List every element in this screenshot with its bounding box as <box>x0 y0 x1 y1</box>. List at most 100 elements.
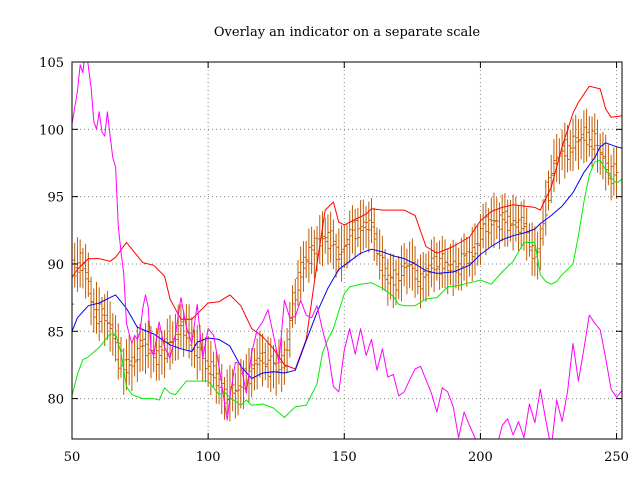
price-bar <box>355 208 360 248</box>
price-bar <box>364 206 369 248</box>
price-bar <box>206 335 211 387</box>
price-bar <box>611 147 616 196</box>
price-bar <box>505 199 510 247</box>
price-bar <box>304 240 309 279</box>
price-bar <box>159 330 164 375</box>
series-line-upper-band <box>72 85 622 370</box>
price-bar <box>478 214 483 266</box>
price-bar <box>551 139 556 192</box>
price-bar <box>279 337 284 393</box>
chart-title: Overlay an indicator on a separate scale <box>214 25 481 40</box>
price-bar <box>402 243 407 287</box>
axis-layer: 50 100 150 200 250 80 85 90 95 100 105 <box>39 56 629 465</box>
price-bar <box>396 255 401 300</box>
price-bar <box>143 323 148 374</box>
price-bar <box>374 227 379 266</box>
price-bar <box>170 321 175 364</box>
price-bar <box>486 208 491 248</box>
price-bar <box>418 254 423 309</box>
price-bar <box>576 119 581 170</box>
price-bar <box>516 204 521 251</box>
price-bar <box>252 348 257 391</box>
price-bar <box>287 301 292 358</box>
price-bar <box>211 351 216 388</box>
price-bar <box>562 122 567 179</box>
price-bar <box>263 342 268 381</box>
price-bar <box>108 301 113 352</box>
price-bar <box>214 352 219 404</box>
price-bar <box>323 217 328 254</box>
price-bar <box>91 288 96 333</box>
price-bar <box>413 246 418 298</box>
price-bar <box>257 331 262 378</box>
price-bar <box>146 320 151 369</box>
price-bar <box>391 253 396 309</box>
price-bar <box>614 145 619 199</box>
y-tick-label: 85 <box>47 325 64 340</box>
price-bar <box>195 325 200 380</box>
plot-frame <box>71 61 623 440</box>
price-bar <box>233 372 238 419</box>
price-bar <box>369 198 374 244</box>
price-bar <box>325 214 330 265</box>
price-bar <box>353 208 358 259</box>
price-bar <box>573 114 578 161</box>
price-bar <box>157 327 162 381</box>
price-bar <box>309 226 314 274</box>
price-bar <box>549 154 554 204</box>
price-bar <box>453 242 458 289</box>
price-bar <box>282 340 287 385</box>
price-bar <box>459 237 464 291</box>
price-bar <box>475 224 480 266</box>
price-bar <box>358 199 363 255</box>
price-bar <box>434 242 439 281</box>
price-bar <box>301 241 306 292</box>
price-bar <box>483 202 488 256</box>
price-bar <box>361 199 366 251</box>
price-bar <box>554 133 559 183</box>
price-bar <box>462 233 467 281</box>
price-bar <box>519 201 524 249</box>
x-tick-label: 150 <box>332 450 357 465</box>
x-tick-label: 100 <box>196 450 221 465</box>
price-bar <box>266 336 271 389</box>
price-bars-layer <box>72 108 619 422</box>
price-bar <box>75 237 80 292</box>
price-bar <box>255 338 260 390</box>
price-bar <box>579 119 584 160</box>
series-line-middle-average <box>72 142 622 379</box>
price-bar <box>260 333 265 387</box>
price-bar <box>132 337 137 377</box>
price-bar <box>372 207 377 261</box>
price-bar <box>119 336 124 378</box>
price-bar <box>342 224 347 269</box>
price-bar <box>565 124 570 173</box>
price-bar <box>524 207 529 261</box>
price-bar <box>236 363 241 416</box>
price-bar <box>508 199 513 242</box>
price-bar <box>102 294 107 347</box>
price-bar <box>86 252 91 297</box>
price-bar <box>208 340 213 396</box>
price-bar <box>135 326 140 383</box>
price-bar <box>543 179 548 236</box>
price-bar <box>312 229 317 279</box>
price-bar <box>456 247 461 291</box>
series-lines-layer <box>72 62 622 439</box>
price-bar <box>380 235 385 291</box>
series-line-lower-band <box>72 159 622 418</box>
price-bar <box>94 281 99 334</box>
price-bar <box>415 259 420 295</box>
price-bar <box>513 196 518 242</box>
price-bar <box>570 118 575 172</box>
price-bar <box>331 219 336 270</box>
price-bar <box>464 236 469 287</box>
price-bar <box>432 236 437 293</box>
price-bar <box>99 296 104 334</box>
price-bar <box>140 328 145 372</box>
price-bar <box>89 276 94 326</box>
y-tick-label: 105 <box>39 56 64 71</box>
price-bar <box>500 194 505 242</box>
price-bar <box>492 192 497 249</box>
price-bar <box>336 228 341 272</box>
